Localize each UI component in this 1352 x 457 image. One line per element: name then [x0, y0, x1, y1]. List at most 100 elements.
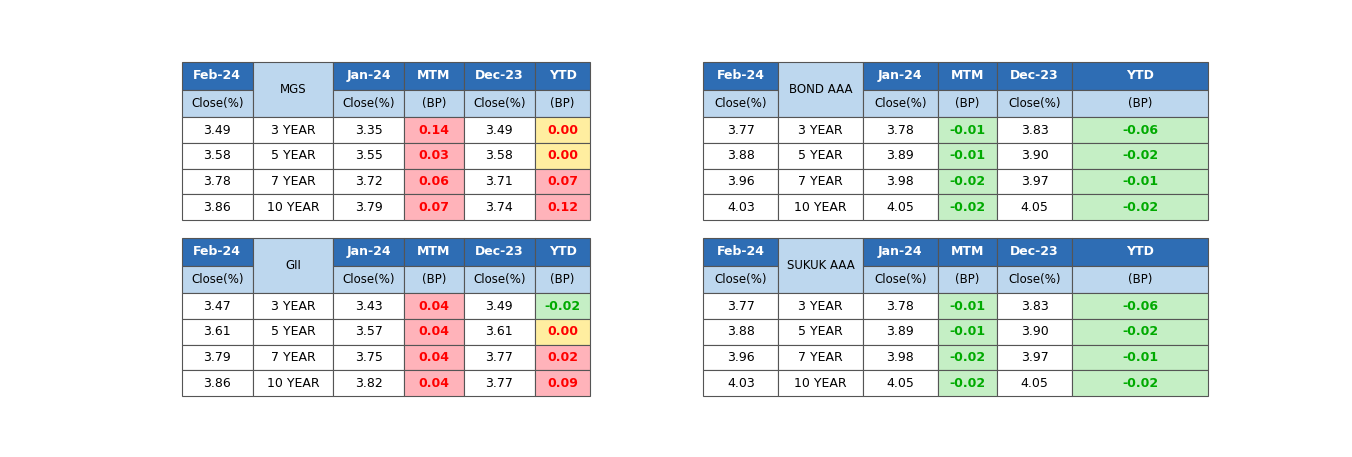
- Text: 3.79: 3.79: [354, 201, 383, 214]
- Text: -0.02: -0.02: [1122, 325, 1159, 338]
- Bar: [1072, 238, 1209, 266]
- Text: 3 YEAR: 3 YEAR: [270, 300, 315, 313]
- Bar: [181, 169, 253, 195]
- Bar: [535, 266, 591, 293]
- Text: 3.47: 3.47: [203, 300, 231, 313]
- Text: 0.04: 0.04: [418, 351, 449, 364]
- Text: 3.86: 3.86: [203, 201, 231, 214]
- Text: 0.03: 0.03: [419, 149, 449, 162]
- Bar: [938, 169, 998, 195]
- Bar: [779, 117, 863, 143]
- Text: 10 YEAR: 10 YEAR: [794, 201, 846, 214]
- Bar: [1072, 371, 1209, 396]
- Text: 0.00: 0.00: [548, 149, 579, 162]
- Bar: [253, 319, 333, 345]
- Text: 3.75: 3.75: [354, 351, 383, 364]
- Bar: [938, 90, 998, 117]
- Bar: [779, 143, 863, 169]
- Text: Jan-24: Jan-24: [877, 69, 922, 82]
- Text: 7 YEAR: 7 YEAR: [798, 351, 842, 364]
- Text: Close(%): Close(%): [714, 273, 767, 286]
- Bar: [253, 238, 333, 293]
- Text: 4.05: 4.05: [887, 377, 914, 390]
- Text: 3.74: 3.74: [485, 201, 514, 214]
- Text: (BP): (BP): [422, 273, 446, 286]
- Text: 3.77: 3.77: [485, 351, 514, 364]
- Text: 4.03: 4.03: [727, 201, 754, 214]
- Bar: [464, 238, 535, 266]
- Bar: [404, 319, 464, 345]
- Bar: [181, 371, 253, 396]
- Bar: [863, 345, 938, 371]
- Text: 3.82: 3.82: [354, 377, 383, 390]
- Bar: [404, 345, 464, 371]
- Bar: [863, 371, 938, 396]
- Bar: [464, 117, 535, 143]
- Text: 3.98: 3.98: [887, 175, 914, 188]
- Text: 4.03: 4.03: [727, 377, 754, 390]
- Text: Jan-24: Jan-24: [877, 245, 922, 258]
- Text: 3.55: 3.55: [354, 149, 383, 162]
- Text: SUKUK AAA: SUKUK AAA: [787, 259, 854, 272]
- Text: YTD: YTD: [1126, 69, 1155, 82]
- Text: Close(%): Close(%): [191, 97, 243, 110]
- Text: 3.72: 3.72: [354, 175, 383, 188]
- Bar: [1072, 90, 1209, 117]
- Text: 0.12: 0.12: [548, 201, 579, 214]
- Bar: [703, 319, 779, 345]
- Bar: [535, 90, 591, 117]
- Bar: [863, 319, 938, 345]
- Text: 3.89: 3.89: [887, 149, 914, 162]
- Bar: [253, 293, 333, 319]
- Text: 0.00: 0.00: [548, 325, 579, 338]
- Text: MTM: MTM: [418, 69, 450, 82]
- Text: 0.06: 0.06: [419, 175, 449, 188]
- Text: 3.83: 3.83: [1021, 300, 1049, 313]
- Bar: [779, 345, 863, 371]
- Text: -0.01: -0.01: [949, 149, 986, 162]
- Text: 0.14: 0.14: [418, 124, 449, 137]
- Bar: [535, 293, 591, 319]
- Text: -0.02: -0.02: [949, 175, 986, 188]
- Bar: [938, 143, 998, 169]
- Text: 3 YEAR: 3 YEAR: [798, 300, 842, 313]
- Text: -0.02: -0.02: [949, 377, 986, 390]
- Bar: [253, 371, 333, 396]
- Bar: [253, 195, 333, 220]
- Bar: [998, 169, 1072, 195]
- Bar: [863, 143, 938, 169]
- Bar: [998, 266, 1072, 293]
- Bar: [333, 238, 404, 266]
- Text: 3.88: 3.88: [727, 149, 754, 162]
- Text: -0.01: -0.01: [949, 124, 986, 137]
- Bar: [404, 195, 464, 220]
- Bar: [181, 143, 253, 169]
- Text: 0.07: 0.07: [548, 175, 579, 188]
- Text: 3.90: 3.90: [1021, 149, 1049, 162]
- Bar: [938, 195, 998, 220]
- Text: Close(%): Close(%): [342, 273, 395, 286]
- Text: Dec-23: Dec-23: [475, 245, 523, 258]
- Text: 3.49: 3.49: [204, 124, 231, 137]
- Text: -0.02: -0.02: [545, 300, 581, 313]
- Text: 0.09: 0.09: [548, 377, 579, 390]
- Text: 3.77: 3.77: [727, 124, 754, 137]
- Text: 3.97: 3.97: [1021, 175, 1049, 188]
- Bar: [998, 195, 1072, 220]
- Bar: [938, 293, 998, 319]
- Text: 5 YEAR: 5 YEAR: [270, 325, 315, 338]
- Text: -0.02: -0.02: [1122, 149, 1159, 162]
- Bar: [333, 345, 404, 371]
- Bar: [404, 169, 464, 195]
- Bar: [333, 117, 404, 143]
- Text: Feb-24: Feb-24: [717, 245, 765, 258]
- Text: 5 YEAR: 5 YEAR: [270, 149, 315, 162]
- Bar: [404, 143, 464, 169]
- Bar: [535, 143, 591, 169]
- Bar: [333, 169, 404, 195]
- Text: -0.02: -0.02: [1122, 377, 1159, 390]
- Bar: [938, 117, 998, 143]
- Text: 4.05: 4.05: [1021, 201, 1049, 214]
- Text: 3.58: 3.58: [485, 149, 514, 162]
- Bar: [938, 62, 998, 90]
